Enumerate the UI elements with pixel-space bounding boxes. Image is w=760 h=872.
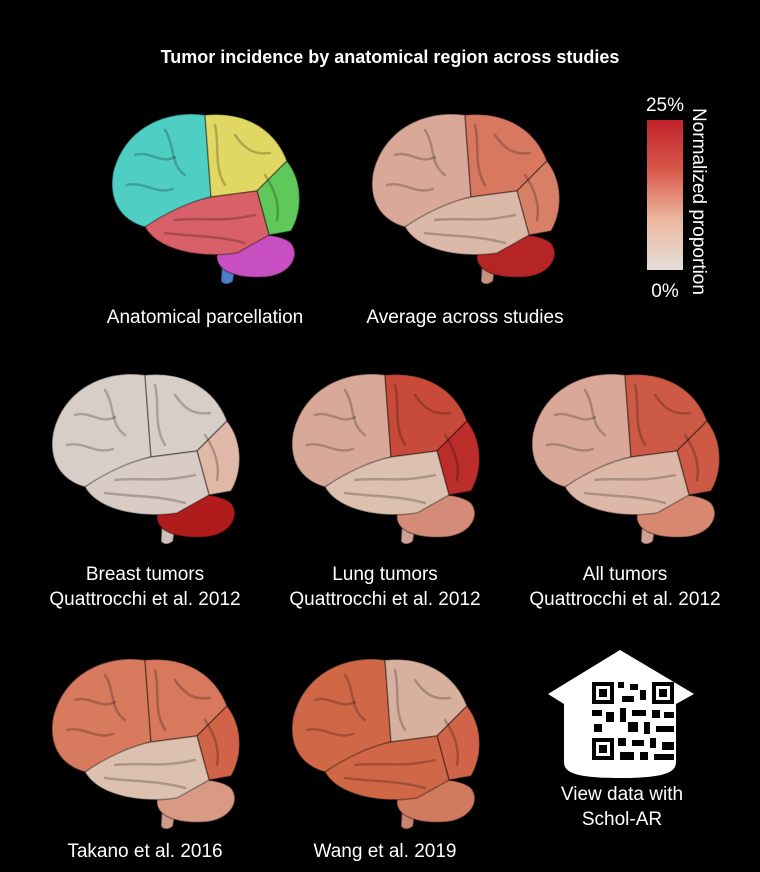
figure-title: Tumor incidence by anatomical region acr… — [161, 47, 620, 67]
panel-label: Wang et al. 2019 — [314, 841, 457, 862]
panel-label: Quattrocchi et al. 2012 — [49, 589, 240, 610]
figure: Tumor incidence by anatomical region acr… — [0, 0, 760, 872]
panel-label: Average across studies — [366, 307, 563, 328]
qr-caption: Schol-AR — [582, 809, 662, 830]
panel-label: Takano et al. 2016 — [67, 841, 222, 862]
panel-label: Lung tumors — [332, 564, 438, 585]
panel-label: All tumors — [583, 564, 667, 585]
colorbar-max-label: 25% — [646, 95, 684, 116]
colorbar-min-label: 0% — [651, 281, 679, 302]
panel-label: Quattrocchi et al. 2012 — [529, 589, 720, 610]
panel-label: Anatomical parcellation — [107, 307, 303, 328]
colorbar — [647, 120, 683, 270]
panel-label: Breast tumors — [86, 564, 204, 585]
panel-label: Quattrocchi et al. 2012 — [289, 589, 480, 610]
qr-caption: View data with — [561, 784, 683, 805]
colorbar-title: Normalized proportion — [688, 108, 709, 295]
